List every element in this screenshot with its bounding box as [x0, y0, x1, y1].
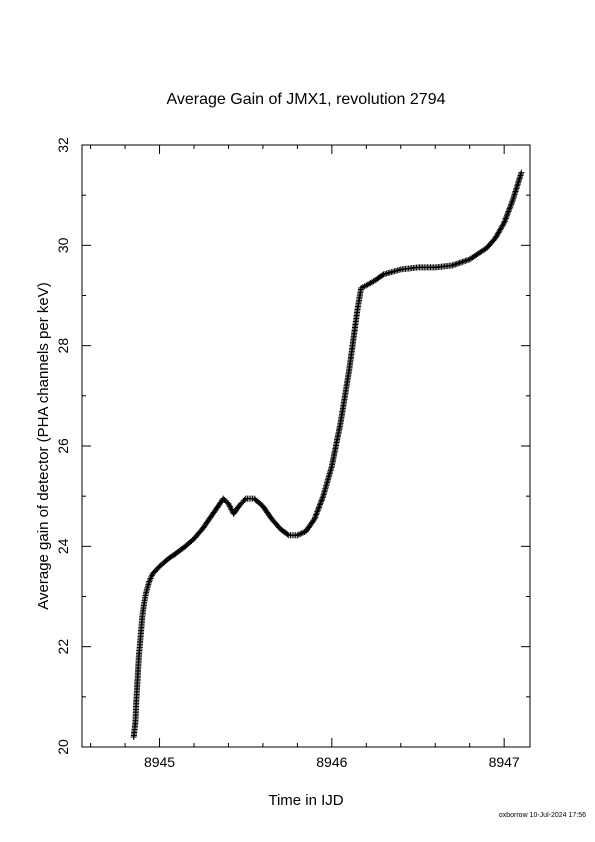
- data-point-interp: [317, 500, 324, 507]
- data-point-interp: [459, 258, 466, 265]
- data-point-interp: [508, 200, 515, 207]
- data-point: [311, 515, 318, 522]
- data-point-interp: [314, 507, 321, 514]
- data-point-interp: [460, 258, 467, 265]
- data-point-interp: [503, 212, 510, 219]
- data-point-interp: [508, 201, 515, 208]
- data-point-interp: [463, 257, 470, 264]
- data-point-interp: [509, 198, 516, 205]
- y-tick-label: 20: [55, 739, 71, 755]
- data-point-interp: [221, 496, 228, 503]
- data-point: [220, 495, 227, 502]
- y-tick-label: 32: [55, 137, 71, 153]
- data-point-interp: [241, 496, 248, 503]
- data-point-interp: [295, 531, 302, 538]
- data-point-interp: [226, 503, 233, 510]
- data-point-interp: [228, 506, 235, 513]
- data-point-interp: [315, 504, 322, 511]
- data-point-interp: [312, 514, 319, 521]
- data-point-interp: [317, 501, 323, 508]
- data-point-interp: [507, 204, 514, 211]
- data-point-interp: [222, 498, 229, 505]
- data-point-interp: [452, 261, 459, 268]
- data-point-interp: [314, 508, 321, 515]
- data-point-interp: [312, 512, 319, 519]
- data-point: [294, 532, 301, 539]
- y-tick-label: 26: [55, 438, 71, 454]
- data-point-interp: [462, 257, 469, 264]
- data-point-interp: [502, 216, 509, 223]
- data-points: [130, 169, 525, 740]
- data-point-interp: [297, 530, 304, 537]
- data-point-interp: [458, 259, 465, 266]
- data-point: [501, 219, 508, 226]
- data-point: [449, 262, 456, 269]
- data-point-interp: [379, 272, 386, 279]
- data-point-interp: [284, 531, 291, 538]
- x-axis-label: Time in IJD: [268, 792, 343, 809]
- data-point-interp: [455, 260, 462, 267]
- x-tick-label: 8945: [144, 754, 175, 770]
- data-point-interp: [504, 211, 511, 218]
- data-point-interp: [505, 208, 512, 215]
- chart-title: Average Gain of JMX1, revolution 2794: [167, 91, 446, 108]
- data-point-interp: [506, 205, 513, 212]
- plot-frame: [81, 144, 531, 748]
- data-point-interp: [298, 530, 305, 537]
- data-point: [225, 500, 232, 507]
- data-point-interp: [465, 256, 472, 263]
- data-point-interp: [504, 209, 511, 216]
- data-point: [518, 169, 525, 176]
- data-point-interp: [503, 214, 510, 221]
- data-point-interp: [310, 516, 317, 523]
- data-point-interp: [319, 494, 326, 501]
- data-point-interp: [500, 221, 507, 228]
- y-tick-label: 28: [55, 338, 71, 354]
- axis-ticks: 20 22 24 26 28 30 32 8945 8946 8947: [55, 137, 530, 770]
- x-tick-label: 8946: [316, 754, 347, 770]
- data-point-interp: [226, 502, 233, 509]
- y-axis-label: Average gain of detector (PHA channels p…: [35, 282, 52, 609]
- data-point-interp: [319, 495, 326, 502]
- data-point-interp: [453, 260, 460, 267]
- data-point-interp: [456, 259, 463, 266]
- data-point-interp: [502, 215, 509, 222]
- y-tick-label: 24: [55, 538, 71, 554]
- data-point-interp: [227, 504, 234, 511]
- data-point-interp: [450, 261, 457, 268]
- data-point-interp: [313, 511, 320, 518]
- footer-stamp: oxborrow 10-Jul-2024 17:56: [499, 812, 586, 819]
- data-point-interp: [318, 498, 325, 505]
- y-tick-label: 22: [55, 639, 71, 655]
- data-point-interp: [300, 529, 307, 536]
- data-point-interp: [507, 202, 514, 209]
- data-point-interp: [318, 497, 325, 504]
- data-point-interp: [501, 218, 508, 225]
- data-point-interp: [315, 505, 322, 512]
- data-point-interp: [316, 503, 323, 510]
- x-tick-label: 8947: [489, 754, 520, 770]
- data-point-interp: [313, 510, 320, 517]
- data-point-interp: [506, 207, 512, 214]
- y-tick-label: 30: [55, 237, 71, 253]
